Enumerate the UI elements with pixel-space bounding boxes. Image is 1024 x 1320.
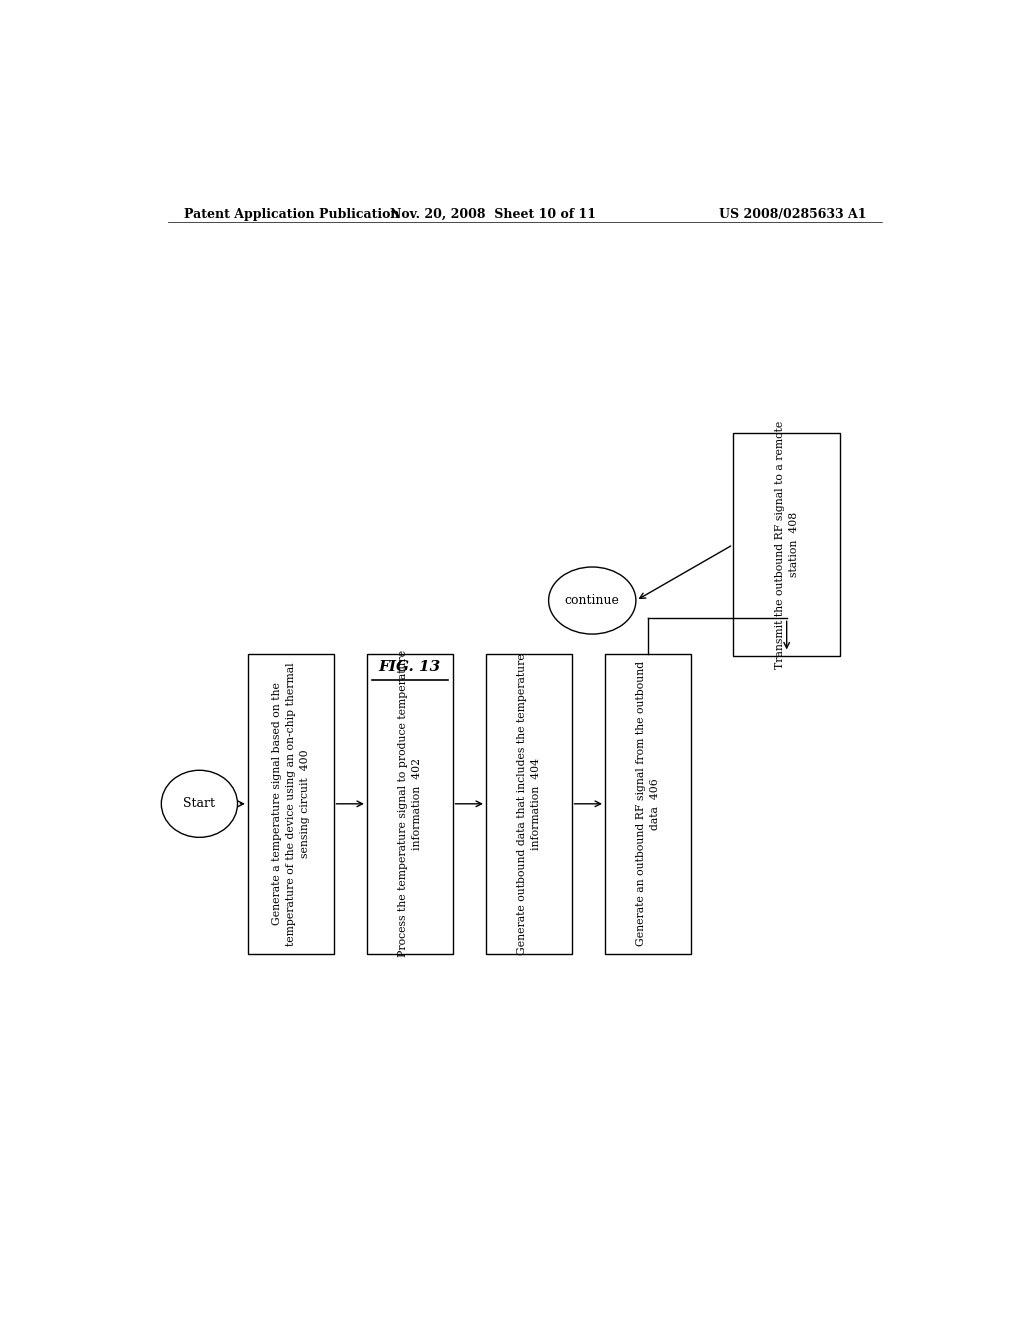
Bar	[733, 433, 841, 656]
Text: Process the temperature signal to produce temperature
information  402: Process the temperature signal to produc…	[397, 651, 422, 957]
Text: US 2008/0285633 A1: US 2008/0285633 A1	[719, 207, 866, 220]
Text: Generate a temperature signal based on the
temperature of the device using an on: Generate a temperature signal based on t…	[271, 663, 309, 945]
Bar	[248, 653, 334, 954]
Ellipse shape	[549, 568, 636, 634]
Text: Patent Application Publication: Patent Application Publication	[183, 207, 399, 220]
Ellipse shape	[162, 771, 238, 837]
Text: Nov. 20, 2008  Sheet 10 of 11: Nov. 20, 2008 Sheet 10 of 11	[390, 207, 596, 220]
Text: Generate outbound data that includes the temperature
information  404: Generate outbound data that includes the…	[517, 653, 541, 954]
Text: Generate an outbound RF signal from the outbound
data  406: Generate an outbound RF signal from the …	[636, 661, 659, 946]
Bar	[486, 653, 571, 954]
Bar	[367, 653, 453, 954]
Text: continue: continue	[565, 594, 620, 607]
Bar	[605, 653, 690, 954]
Text: FIG. 13: FIG. 13	[379, 660, 441, 673]
Text: Start: Start	[183, 797, 215, 810]
Text: Transmit the outbound RF signal to a remote
station  408: Transmit the outbound RF signal to a rem…	[775, 421, 799, 669]
